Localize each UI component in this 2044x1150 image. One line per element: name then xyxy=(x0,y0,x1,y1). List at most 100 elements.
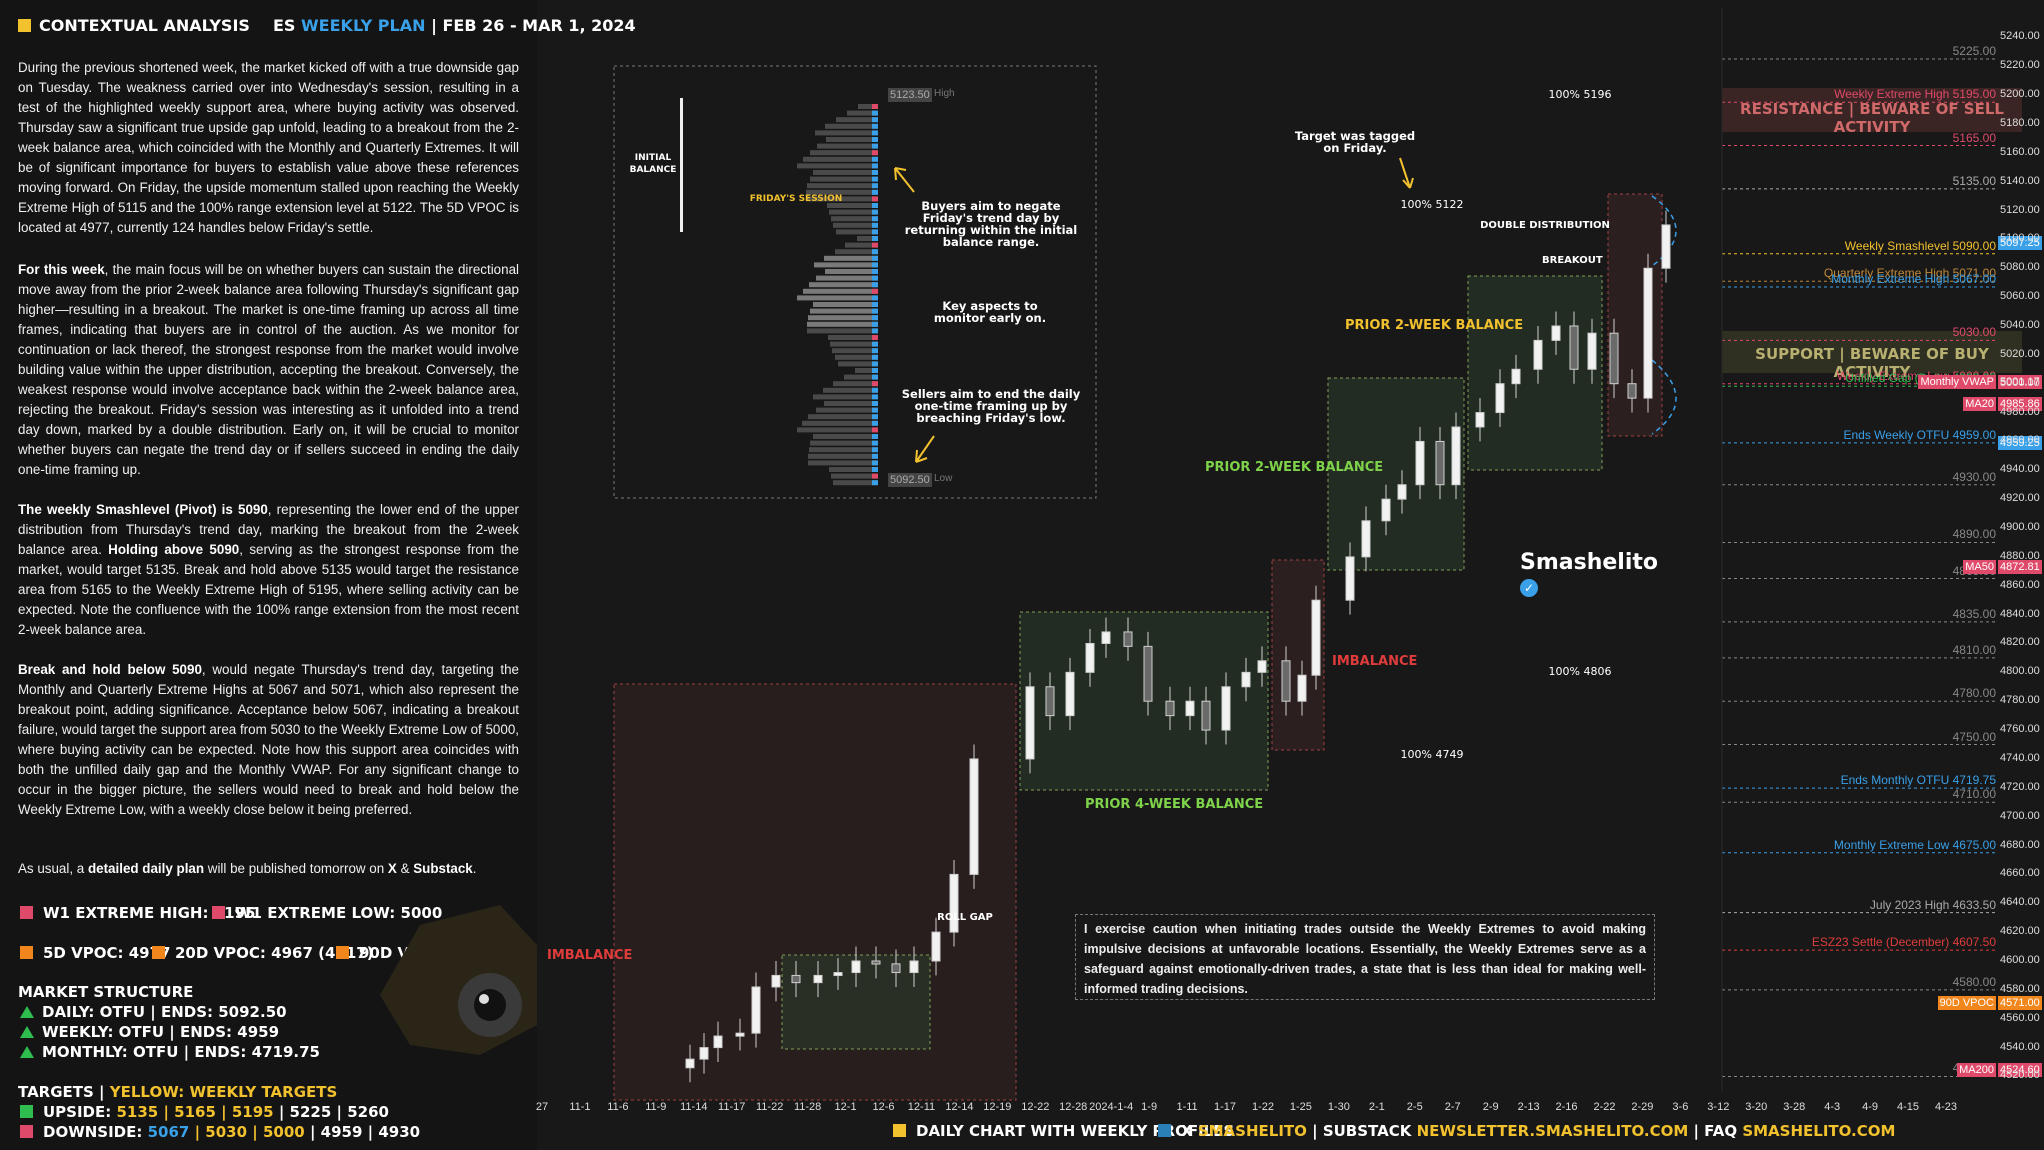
volume-profile-bar xyxy=(806,196,878,202)
x-axis-tick: 3-6 xyxy=(1672,1101,1689,1113)
structure-monthly: MONTHLY: OTFU | ENDS: 4719.75 xyxy=(20,1043,320,1061)
y-axis-tick: 4720.00 xyxy=(2000,780,2040,793)
analysis-panel: CONTEXTUAL ANALYSIS ES WEEKLY PLAN | FEB… xyxy=(0,0,636,1150)
tpo-marker xyxy=(872,156,878,162)
price-level-label: 5135.00 xyxy=(1952,173,1996,188)
tpo-marker xyxy=(872,275,878,281)
y-axis-tick: 4700.00 xyxy=(2000,809,2040,822)
candle-body xyxy=(1397,484,1407,500)
price-level-label: 5225.00 xyxy=(1952,43,1996,58)
price-tag-label: MA200 xyxy=(1957,1062,1996,1077)
x-axis-tick: 4-15 xyxy=(1897,1101,1920,1113)
support-zone xyxy=(1722,331,2022,373)
candle-body xyxy=(1533,339,1543,370)
price-level-label: 4580.00 xyxy=(1952,974,1996,989)
x-axis-tick: 1-25 xyxy=(1289,1101,1312,1113)
price-level-label: Ends Weekly OTFU 4959.00 xyxy=(1843,427,1996,442)
tpo-marker xyxy=(872,335,878,340)
volume-profile-bar xyxy=(825,269,878,274)
price-level-label: Quarterly Extreme High 5071.00 xyxy=(1823,266,1996,281)
price-level-label: 5165.00 xyxy=(1952,130,1996,145)
tpo-marker xyxy=(872,269,878,274)
price-level-label: 4780.00 xyxy=(1952,686,1996,701)
candle-body xyxy=(1025,686,1035,760)
volume-profile-bar xyxy=(810,150,878,156)
structure-weekly: WEEKLY: OTFU | ENDS: 4959 xyxy=(20,1023,279,1041)
tpo-marker xyxy=(872,255,878,261)
candle-body xyxy=(1381,498,1391,522)
dome-arc-upper xyxy=(1651,195,1677,267)
tpo-marker xyxy=(872,209,878,215)
fridays-session-label: FRIDAY'S SESSION xyxy=(749,194,843,204)
candle-body xyxy=(699,1047,709,1060)
volume-profile-bar xyxy=(807,328,878,334)
price-level-label: 4750.00 xyxy=(1952,729,1996,744)
w1-extreme-low: W1 EXTREME LOW: 5000 xyxy=(212,904,442,922)
tpo-marker xyxy=(872,447,878,453)
breakout-week-box xyxy=(1607,193,1663,437)
prior-2wk-balance-label-mid: PRIOR 2-WEEK BALANCE xyxy=(1205,460,1384,475)
volume-profile-bar xyxy=(827,203,878,208)
tpo-marker xyxy=(872,394,878,400)
arrow-buyers-icon xyxy=(894,167,915,193)
volume-profile-bar xyxy=(797,427,878,433)
price-tag: 4959.25 xyxy=(1998,435,2042,450)
candle-body xyxy=(1241,671,1251,688)
candle-body xyxy=(1435,440,1445,486)
volume-profile-bar xyxy=(831,216,878,222)
candle-body xyxy=(1045,686,1055,717)
prior-2wk-balance-label-top: PRIOR 2-WEEK BALANCE xyxy=(1345,318,1524,333)
tpo-marker xyxy=(872,229,878,235)
candle-body xyxy=(713,1035,723,1049)
y-axis-tick: 5140.00 xyxy=(2000,174,2040,187)
price-tag: 4524.60 xyxy=(1998,1062,2042,1077)
x-axis-tick: 3-12 xyxy=(1707,1101,1730,1113)
volume-profile-bar xyxy=(808,315,878,321)
x-axis-tick: 3-28 xyxy=(1783,1101,1806,1113)
x-axis-tick: 1-9 xyxy=(1141,1101,1158,1113)
candle-body xyxy=(1311,599,1321,676)
x-handle-link[interactable]: SMASHELITO xyxy=(1197,1122,1307,1140)
initial-balance-bar xyxy=(680,98,683,232)
y-axis-tick: 4800.00 xyxy=(2000,665,2040,678)
tpo-marker xyxy=(872,150,878,156)
targets-title: TARGETS | YELLOW: WEEKLY TARGETS xyxy=(18,1083,338,1101)
substack-link[interactable]: NEWSLETTER.SMASHELITO.COM xyxy=(1416,1122,1689,1140)
tpo-marker xyxy=(872,176,878,182)
price-level-label: 4930.00 xyxy=(1952,469,1996,484)
tpo-marker xyxy=(872,262,878,268)
session-high-label: High xyxy=(934,88,955,99)
volume-profile-bar xyxy=(810,440,878,446)
pink-square-icon xyxy=(212,906,225,919)
volume-profile-bar xyxy=(833,480,878,486)
candle-body xyxy=(1281,660,1291,702)
breakout-label: BREAKOUT xyxy=(1542,255,1603,266)
tpo-marker xyxy=(872,130,878,136)
ext-4806-label: 100% 4806 xyxy=(1548,665,1612,678)
tpo-marker xyxy=(872,288,878,294)
red-square-icon xyxy=(20,1125,33,1138)
price-level-label: 4810.00 xyxy=(1952,642,1996,657)
volume-profile-bar xyxy=(816,275,878,281)
tpo-marker xyxy=(872,440,878,446)
y-axis-tick: 4660.00 xyxy=(2000,867,2040,880)
price-level-label: 4890.00 xyxy=(1952,527,1996,542)
x-axis-tick: 12-22 xyxy=(1021,1101,1050,1113)
orange-square-icon xyxy=(20,946,33,959)
blue-square-icon xyxy=(1158,1124,1171,1137)
tpo-marker xyxy=(872,222,878,228)
tpo-marker xyxy=(872,123,878,129)
x-axis-tick: 12-19 xyxy=(983,1101,1012,1113)
tpo-marker xyxy=(872,473,878,479)
x-axis-tick: 4-3 xyxy=(1824,1101,1841,1113)
price-tag-label: MA20 xyxy=(1963,397,1996,412)
tpo-marker xyxy=(872,361,878,367)
y-axis-tick: 4940.00 xyxy=(2000,463,2040,476)
tpo-marker xyxy=(872,203,878,208)
x-axis-tick: 12-14 xyxy=(945,1101,974,1113)
tpo-marker xyxy=(872,467,878,472)
volume-profile-bar xyxy=(817,143,878,149)
candle-body xyxy=(1345,556,1355,601)
faq-link[interactable]: SMASHELITO.COM xyxy=(1742,1122,1896,1140)
